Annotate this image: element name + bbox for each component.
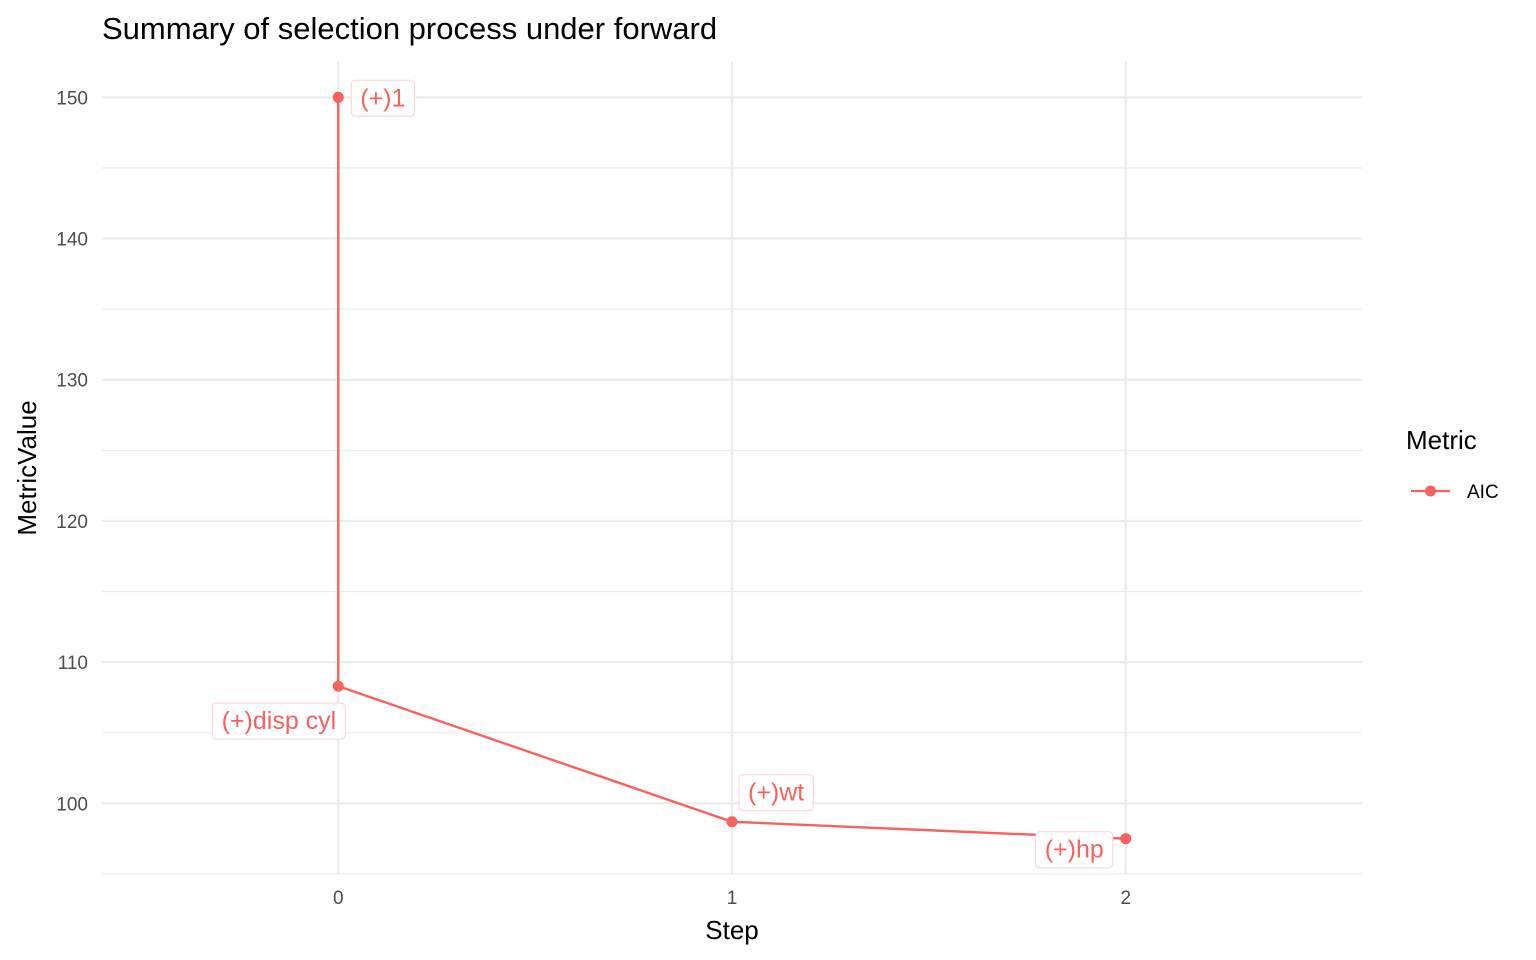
series-line (337, 97, 1126, 840)
x-tick-label: 0 (333, 888, 344, 909)
y-tick-label: 110 (58, 653, 88, 674)
data-point (1120, 833, 1132, 845)
y-tick-label: 150 (56, 88, 88, 109)
data-label-text: (+)disp cyl (222, 707, 337, 735)
legend-title: Metric (1406, 425, 1477, 455)
y-tick-label: 100 (56, 794, 88, 815)
data-label: (+)wt (738, 774, 814, 812)
data-label-text: (+)1 (360, 84, 405, 112)
legend: Metric AIC (1406, 425, 1499, 503)
chart-title: Summary of selection process under forwa… (102, 11, 717, 46)
y-tick-label: 120 (56, 512, 88, 533)
grid (102, 62, 1362, 875)
series-AIC (332, 91, 1132, 845)
data-label-text: (+)hp (1045, 836, 1104, 864)
legend-label-AIC: AIC (1467, 482, 1499, 503)
data-point (726, 816, 738, 828)
data-label: (+)1 (350, 79, 415, 117)
data-label-text: (+)wt (748, 779, 804, 807)
data-label: (+)disp cyl (212, 702, 346, 740)
x-tick-label: 2 (1120, 888, 1131, 909)
data-label: (+)hp (1035, 831, 1114, 869)
y-tick-label: 140 (56, 230, 88, 251)
data-point (332, 680, 344, 692)
x-axis-title: Step (705, 915, 759, 945)
y-tick-label: 130 (56, 371, 88, 392)
x-tick-label: 1 (727, 888, 738, 909)
legend-key-point (1425, 485, 1436, 497)
data-point (332, 91, 344, 103)
axes: 100 110 120 130 140 150 0 1 2 (56, 88, 1131, 909)
y-axis-title: MetricValue (12, 400, 42, 535)
data-labels: (+)1 (+)disp cyl (+)wt (+)hp (212, 79, 1114, 869)
